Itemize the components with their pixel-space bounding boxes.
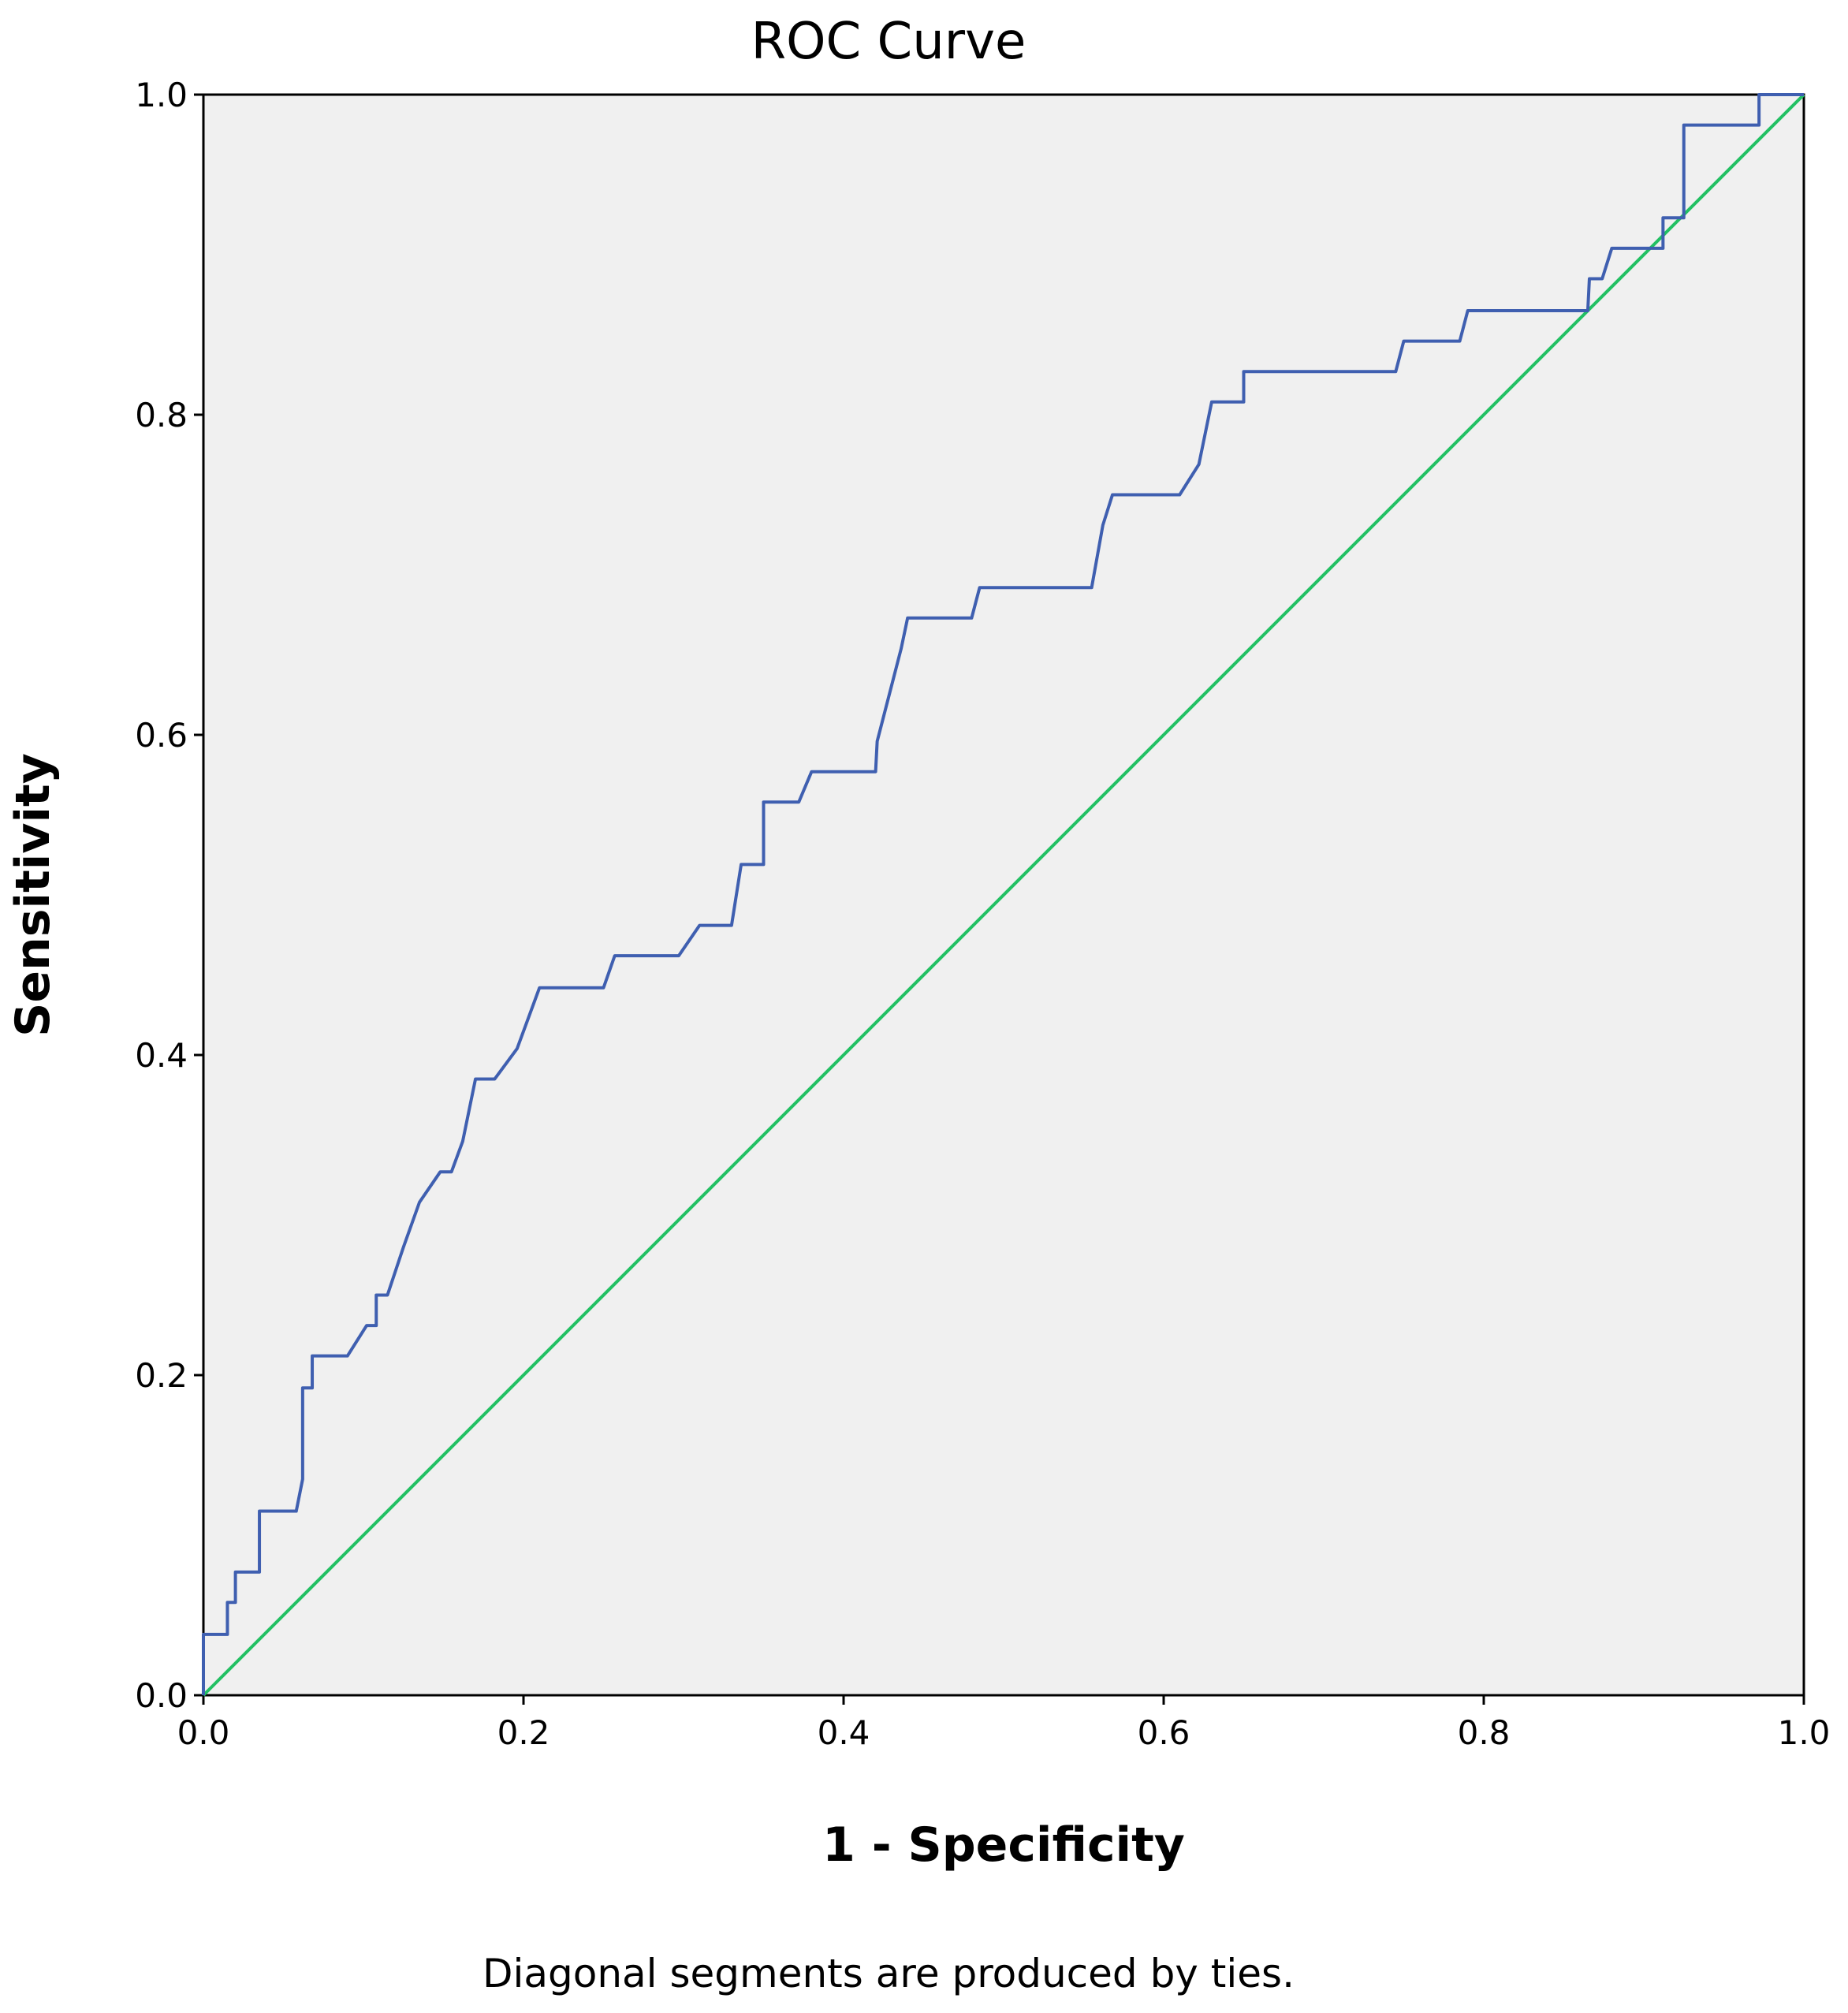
x-tick-label: 0.8 xyxy=(1458,1713,1511,1752)
y-tick-label: 0.6 xyxy=(135,716,188,755)
x-axis-ticks: 0.0 0.2 0.4 0.6 0.8 1.0 xyxy=(177,1695,1831,1752)
x-tick-label: 1.0 xyxy=(1778,1713,1831,1752)
y-tick-label: 0.2 xyxy=(135,1356,188,1395)
footnote: Diagonal segments are produced by ties. xyxy=(482,1951,1295,1996)
y-tick-label: 1.0 xyxy=(135,76,188,114)
y-tick-label: 0.8 xyxy=(135,396,188,434)
series-layer xyxy=(202,93,1805,1697)
chart-title: ROC Curve xyxy=(751,13,1026,71)
x-tick-label: 0.4 xyxy=(818,1713,870,1752)
y-tick-label: 0.0 xyxy=(135,1676,188,1715)
x-tick-label: 0.2 xyxy=(497,1713,550,1752)
y-axis-label: Sensitivity xyxy=(6,753,61,1037)
y-tick-label: 0.4 xyxy=(135,1036,188,1075)
x-axis-label: 1 - Specificity xyxy=(822,1817,1185,1873)
x-tick-label: 0.6 xyxy=(1138,1713,1190,1752)
y-axis-ticks: 0.0 0.2 0.4 0.6 0.8 1.0 xyxy=(135,76,203,1715)
reference-line xyxy=(202,93,1805,1697)
roc-curve-line xyxy=(202,93,1804,1695)
x-tick-label: 0.0 xyxy=(177,1713,230,1752)
